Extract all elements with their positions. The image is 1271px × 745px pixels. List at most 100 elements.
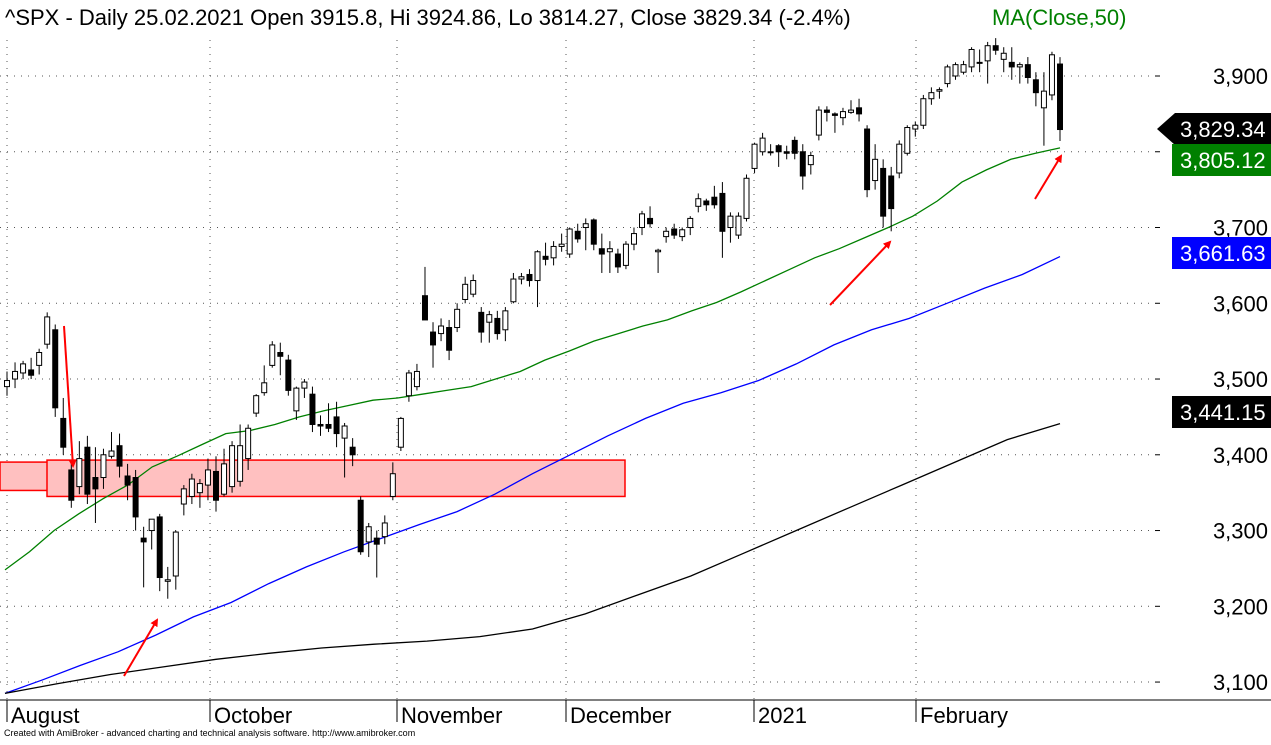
y-axis: 3,100 3,200 3,300 3,400 3,500 3,600 3,700 3,900 [1155,64,1268,695]
candle [229,441,236,493]
x-tick-label: August [11,703,80,728]
candle [775,144,782,167]
candle-body [245,427,252,460]
candle-body [880,167,887,217]
candle-body [606,248,613,253]
candle [405,369,412,402]
candle-body [510,278,517,303]
candle [639,210,646,236]
candle-body [526,273,533,282]
candle [711,185,718,209]
y-tick-label: 3,600 [1213,291,1268,316]
price-tag: 3,441.15 [1172,396,1271,428]
candle-body [1008,61,1015,68]
candle-body [317,423,324,427]
candle [132,469,139,531]
candle [791,136,798,160]
candle-body [550,245,557,259]
candle-body [285,359,292,391]
candle [1000,47,1007,73]
candle [679,227,686,242]
candle [647,206,654,228]
candle [478,307,485,343]
candle [582,218,589,251]
candle-body [534,251,541,282]
y-tick-label: 3,700 [1213,216,1268,241]
candle [148,518,155,550]
candle [671,223,678,239]
candle [20,360,27,380]
candle-body [365,526,372,543]
candle [743,174,750,222]
candle [1057,57,1063,141]
candle [261,365,268,396]
candle [413,363,420,391]
candle-body [373,537,380,545]
candle-body [405,372,412,397]
candle-body [60,417,67,448]
candle [518,272,525,285]
candle-body [140,537,147,543]
candle-body [196,483,203,494]
candle-body [1016,64,1023,68]
candle [108,432,115,459]
price-tags: 3,829.34 3,805.12 3,661.63 3,441.15 [1157,113,1271,428]
candle [373,530,380,578]
candle [984,41,991,84]
candle-body [172,531,179,577]
candle [293,386,300,420]
candle [213,456,219,512]
candle [663,227,670,243]
candle [341,422,348,478]
candle-body [815,109,822,136]
candle [606,241,613,273]
candle-body [719,192,726,232]
candle-body [124,475,131,486]
candle [245,424,252,470]
annotation-arrow [829,240,892,306]
candle-body [799,151,806,177]
candle [84,435,91,505]
candle [430,322,437,368]
support-zone-rect [46,459,626,498]
candle [799,144,806,190]
candle-body [397,417,404,448]
y-tick-label: 3,100 [1213,670,1268,695]
price-tag-box [1172,144,1271,176]
candle [622,241,629,270]
candle-body [430,331,437,346]
candle [831,112,838,133]
candle-body [743,177,750,219]
candle [864,125,871,198]
y-tick-label: 3,900 [1213,64,1268,89]
candle-body [100,454,107,479]
candle-body [389,473,396,497]
candle-body [108,450,115,457]
candle-body [52,329,59,409]
candle-body [309,393,316,425]
candle-body [558,243,565,247]
candle-body [960,64,967,73]
candle-body [325,423,332,429]
candle-body [807,155,814,166]
candle-body [759,137,766,153]
price-tag-label: 3,661.63 [1180,241,1266,266]
support-zone [0,459,626,498]
candle [454,303,461,333]
candle-body [783,151,790,154]
candle-body [156,516,163,579]
annotation-arrow [1034,154,1063,200]
candle-body [421,295,428,321]
candle-body [116,445,123,467]
candle [92,447,99,523]
candle [285,354,292,396]
candle-body [341,425,348,439]
candle-body [36,352,43,366]
price-tag-label: 3,441.15 [1180,400,1266,425]
candle-body [751,143,758,169]
candle-body [92,477,99,490]
candle [188,473,195,505]
candle-body [28,369,35,376]
